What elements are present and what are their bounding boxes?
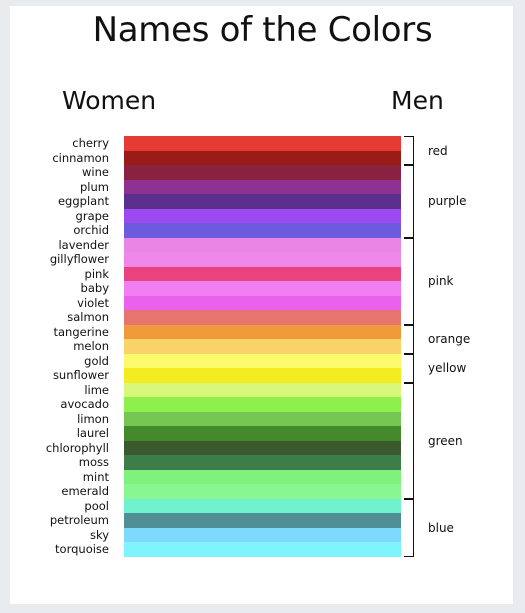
color-swatch-emerald <box>124 484 401 499</box>
color-swatch-gold <box>124 353 401 368</box>
men-group-bracket <box>404 237 414 325</box>
color-swatch-eggplant <box>124 194 401 209</box>
color-swatch-pool <box>124 498 401 513</box>
women-color-label: violet <box>77 295 109 310</box>
color-swatch-chlorophyll <box>124 440 401 455</box>
men-group-bracket <box>404 498 414 557</box>
color-swatch-grape <box>124 208 401 223</box>
men-group-bracket <box>404 324 414 354</box>
women-color-label: wine <box>82 165 109 179</box>
women-color-label: petroleum <box>49 513 109 527</box>
women-color-label: avocado <box>60 397 109 411</box>
women-color-label: gold <box>84 353 109 368</box>
men-group-bracket <box>404 136 414 165</box>
men-group-label: red <box>428 143 448 158</box>
men-heading: Men <box>391 86 444 115</box>
color-swatch-moss <box>124 455 401 470</box>
color-strip <box>124 136 401 557</box>
color-swatch-salmon <box>124 310 401 325</box>
women-color-label: cherry <box>72 136 109 150</box>
color-swatch-sky <box>124 527 401 542</box>
color-swatch-melon <box>124 339 401 354</box>
color-swatch-petroleum <box>124 513 401 528</box>
color-swatch-gillyflower <box>124 252 401 267</box>
women-color-label: tangerine <box>53 324 109 339</box>
color-swatch-lavender <box>124 237 401 252</box>
color-swatch-laurel <box>124 426 401 441</box>
page-title: Names of the Colors <box>92 10 433 50</box>
women-color-label: pool <box>84 498 109 513</box>
men-group-bracket <box>404 353 414 383</box>
women-color-label: plum <box>80 179 109 194</box>
women-color-label: baby <box>80 281 109 295</box>
women-color-label: sunflower <box>52 368 109 382</box>
color-swatch-limon <box>124 411 401 426</box>
women-color-label: cinnamon <box>52 150 109 165</box>
color-swatch-baby <box>124 281 401 296</box>
men-group-label: orange <box>428 332 471 346</box>
color-swatch-plum <box>124 179 401 194</box>
color-swatch-violet <box>124 295 401 310</box>
women-color-label: lavender <box>58 237 109 252</box>
women-color-label: grape <box>75 208 109 223</box>
color-swatch-torquoise <box>124 542 401 557</box>
men-group-label: pink <box>428 274 454 288</box>
color-swatch-wine <box>124 165 401 180</box>
men-group-label: yellow <box>428 361 467 375</box>
women-color-label: gillyflower <box>49 252 109 266</box>
women-color-label: mint <box>82 469 109 484</box>
women-color-label: chlorophyll <box>45 440 109 455</box>
color-swatch-orchid <box>124 223 401 238</box>
men-group-label: green <box>428 433 463 448</box>
women-color-label: salmon <box>67 310 109 324</box>
women-color-label: limon <box>77 411 109 426</box>
men-group-label: purple <box>428 194 467 209</box>
women-color-label: torquoise <box>55 542 109 556</box>
men-group-list: red purple pink orange yellow green blue <box>400 136 510 571</box>
women-color-label: pink <box>84 266 109 281</box>
women-color-label: sky <box>89 527 109 542</box>
women-color-label: laurel <box>76 426 109 440</box>
women-heading: Women <box>62 86 157 115</box>
men-group-bracket <box>404 382 414 499</box>
color-swatch-tangerine <box>124 324 401 339</box>
women-color-label: eggplant <box>57 194 109 208</box>
women-color-label: orchid <box>73 223 109 237</box>
color-swatch-cinnamon <box>124 150 401 165</box>
women-label-list: cherry cinnamon wine plum eggplant grape orchi… <box>20 136 109 557</box>
color-swatch-pink <box>124 266 401 281</box>
women-color-label: emerald <box>61 484 109 498</box>
color-swatch-lime <box>124 382 401 397</box>
color-swatch-mint <box>124 469 401 484</box>
women-color-label: lime <box>84 382 109 397</box>
men-group-bracket <box>404 165 414 238</box>
color-swatch-cherry <box>124 136 401 151</box>
women-color-label: moss <box>78 455 109 469</box>
color-swatch-avocado <box>124 397 401 412</box>
women-color-label: melon <box>73 339 109 353</box>
color-swatch-sunflower <box>124 368 401 383</box>
men-group-label: blue <box>428 520 454 535</box>
